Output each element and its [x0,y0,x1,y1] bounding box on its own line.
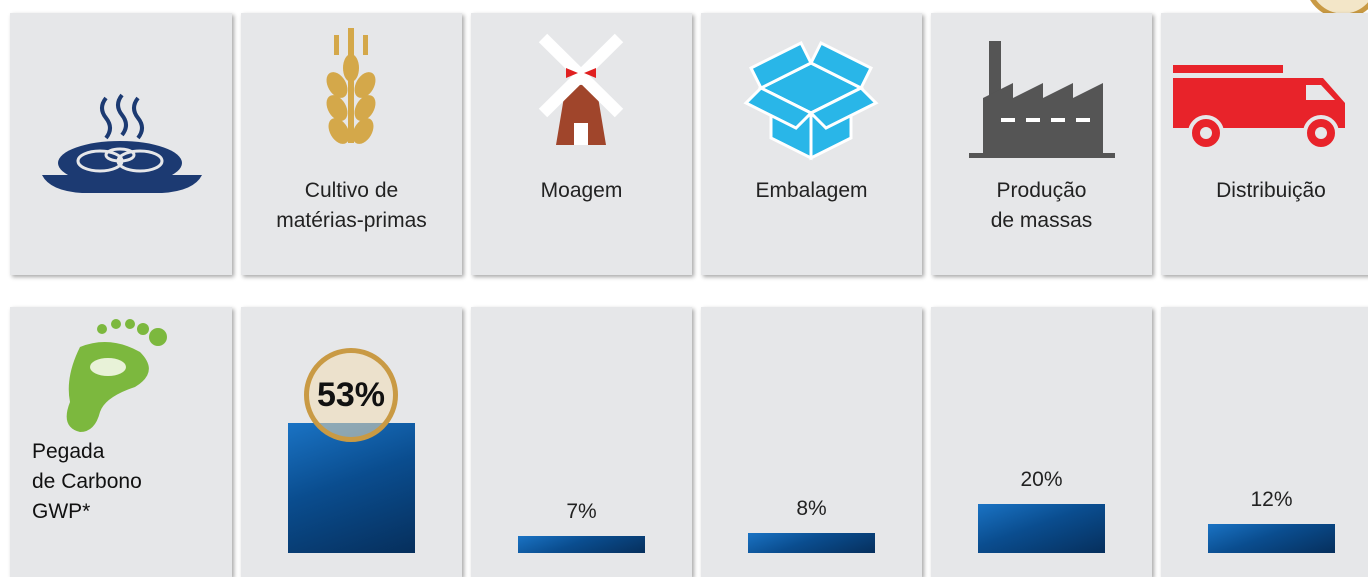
value-label: 53% [316,376,386,414]
stage-icon [969,41,1115,158]
stage-icon [1173,65,1345,151]
label-card: Pegada de Carbono GWP* [10,307,232,577]
pasta-icon [42,93,202,193]
footprint-icon [66,319,167,432]
stage-label: Distribuição [1216,179,1326,202]
stage-label: Embalagem [755,179,868,202]
value-label: 7% [566,499,597,523]
stage-card: Embalagem [701,13,922,275]
stage-label: Cultivo de matérias-primas [276,179,427,232]
bar [748,533,875,553]
series-label: Pegada de Carbono GWP* [32,440,142,523]
bar [518,535,645,553]
value-label: 12% [1250,487,1293,511]
stage-card: Distribuição [1161,13,1368,275]
stage-icon [743,40,879,161]
stage-label: Produção de massas [990,179,1093,232]
value-badge: 53% [304,348,398,442]
bar [978,503,1105,553]
stage-card: Cultivo de matérias-primas [241,13,462,275]
bar-card [471,307,692,577]
bar [288,423,415,553]
stage-icon [538,33,624,145]
value-label: 20% [1020,467,1063,491]
bar-card [701,307,922,577]
stage-card: Moagem [471,13,692,275]
icon-card [10,13,232,275]
stage-card: Produção de massas [931,13,1152,275]
bar [1208,523,1335,553]
stage-label: Moagem [540,179,623,202]
value-label: 8% [796,497,827,521]
stage-icon [326,28,376,144]
